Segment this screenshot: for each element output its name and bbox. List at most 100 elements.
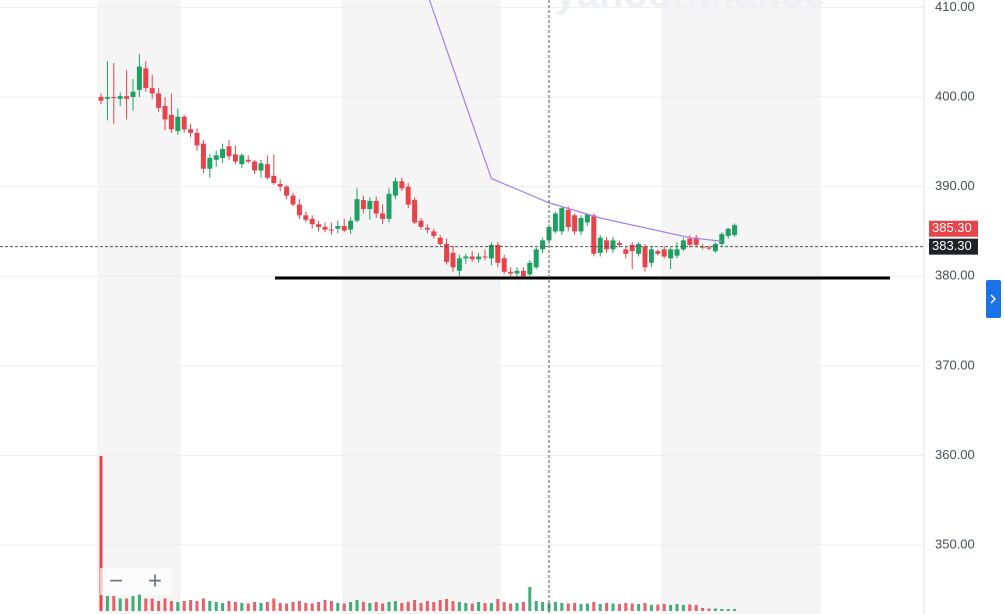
candle-body	[98, 97, 104, 101]
candle-body	[450, 252, 456, 268]
candle-body	[623, 249, 629, 254]
candle-body	[540, 240, 546, 250]
volume-bar	[553, 602, 557, 611]
volume-bar	[451, 601, 455, 611]
candle-body	[360, 200, 366, 210]
candle-body	[136, 66, 142, 90]
candle-body	[200, 143, 206, 169]
volume-bar	[323, 600, 327, 611]
candle-body	[277, 183, 283, 187]
chevron-icon	[990, 294, 997, 304]
candle-body	[111, 97, 117, 99]
volume-bar	[509, 603, 513, 611]
candle-body	[693, 237, 699, 245]
candle-body	[316, 224, 322, 227]
candle-body	[130, 91, 136, 98]
y-tick-label: 410.00	[935, 0, 975, 14]
volume-bar	[701, 608, 705, 611]
volume-bar	[419, 603, 423, 611]
session-band	[97, 0, 181, 614]
volume-bar	[329, 601, 333, 611]
volume-bar	[592, 602, 596, 611]
volume-bar	[227, 601, 231, 611]
candle-body	[655, 251, 661, 254]
volume-bar	[189, 600, 193, 611]
volume-bar	[528, 587, 532, 611]
candle-body	[642, 246, 648, 268]
volume-bar	[272, 598, 276, 611]
volume-bar	[675, 604, 679, 611]
candle-body	[162, 105, 168, 120]
candle-body	[533, 249, 539, 268]
volume-bar	[125, 598, 129, 611]
volume-bar	[649, 605, 653, 611]
volume-bar	[726, 609, 730, 611]
volume-bar	[445, 599, 449, 611]
candle-body	[476, 256, 482, 260]
volume-bar	[349, 602, 353, 611]
volume-bar	[150, 598, 154, 611]
candle-body	[463, 256, 469, 259]
volume-bar	[195, 601, 199, 611]
volume-bar	[304, 603, 308, 611]
zoom-controls	[100, 568, 172, 595]
candle-body	[712, 243, 718, 252]
volume-bar	[246, 603, 250, 611]
candle-body	[188, 129, 194, 133]
volume-bar	[336, 603, 340, 611]
volume-bar	[163, 598, 167, 611]
volume-bar	[585, 603, 589, 611]
session-band	[661, 0, 821, 614]
zoom-out-button[interactable]: −	[109, 567, 123, 594]
candle-body	[687, 238, 693, 245]
volume-bar	[688, 604, 692, 611]
volume-bar	[221, 603, 225, 611]
volume-bar	[208, 601, 212, 611]
volume-bar	[605, 603, 609, 611]
y-tick-label: 350.00	[935, 536, 975, 551]
y-tick-label: 380.00	[935, 268, 975, 283]
candle-body	[367, 200, 373, 210]
volume-bar	[457, 602, 461, 611]
volume-bar	[502, 602, 506, 611]
volume-bar	[713, 608, 717, 611]
candle-body	[584, 214, 590, 223]
candle-body	[469, 256, 475, 260]
candle-body	[328, 229, 334, 231]
zoom-in-button[interactable]: +	[148, 567, 162, 594]
candle-body	[335, 226, 341, 229]
volume-bar	[477, 602, 481, 611]
candle-body	[181, 116, 187, 130]
candle-body	[322, 226, 328, 230]
candle-body	[431, 231, 437, 236]
candle-body	[514, 270, 520, 274]
candle-body	[482, 256, 488, 258]
volume-bar	[387, 602, 391, 611]
candle-body	[399, 181, 405, 189]
candle-body	[591, 215, 597, 254]
candle-body	[156, 93, 162, 108]
candle-body	[508, 271, 514, 274]
candle-body	[258, 163, 264, 171]
candle-body	[380, 213, 386, 219]
volume-bar	[579, 604, 583, 611]
volume-bar	[99, 456, 103, 611]
volume-bar	[438, 600, 442, 611]
candle-body	[559, 208, 565, 232]
volume-bar	[720, 609, 724, 611]
volume-bar	[317, 602, 321, 611]
volume-bar	[515, 603, 519, 611]
volume-bar	[368, 603, 372, 611]
candle-body	[348, 220, 354, 230]
volume-bar	[413, 600, 417, 611]
volume-bar	[400, 603, 404, 611]
candle-body	[392, 181, 398, 196]
volume-bar	[470, 603, 474, 611]
volume-bar	[617, 604, 621, 611]
candle-body	[341, 226, 347, 231]
candle-body	[546, 226, 552, 241]
session-band	[342, 0, 501, 614]
side-panel-toggle[interactable]	[986, 280, 1001, 318]
volume-bar	[573, 603, 577, 611]
